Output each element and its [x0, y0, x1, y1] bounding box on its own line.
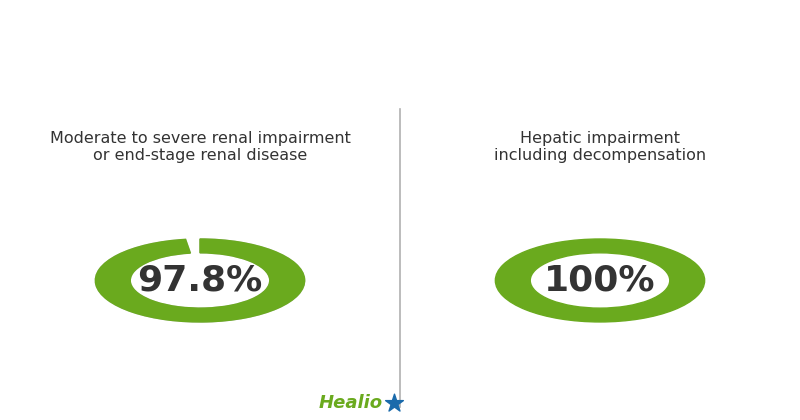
Point — [387, 399, 400, 406]
Text: Rates of viral suppression at week 24 in chronic HBV: Rates of viral suppression at week 24 in… — [99, 29, 701, 49]
Wedge shape — [95, 239, 305, 322]
Text: Hepatic impairment
including decompensation: Hepatic impairment including decompensat… — [494, 131, 706, 163]
Text: 97.8%: 97.8% — [138, 263, 262, 297]
Wedge shape — [95, 239, 305, 322]
Text: with renal or hepatic impairment:: with renal or hepatic impairment: — [207, 71, 593, 90]
Text: Healio: Healio — [318, 394, 382, 412]
Wedge shape — [495, 239, 705, 322]
Text: Moderate to severe renal impairment
or end-stage renal disease: Moderate to severe renal impairment or e… — [50, 131, 350, 163]
Text: 100%: 100% — [544, 263, 656, 297]
